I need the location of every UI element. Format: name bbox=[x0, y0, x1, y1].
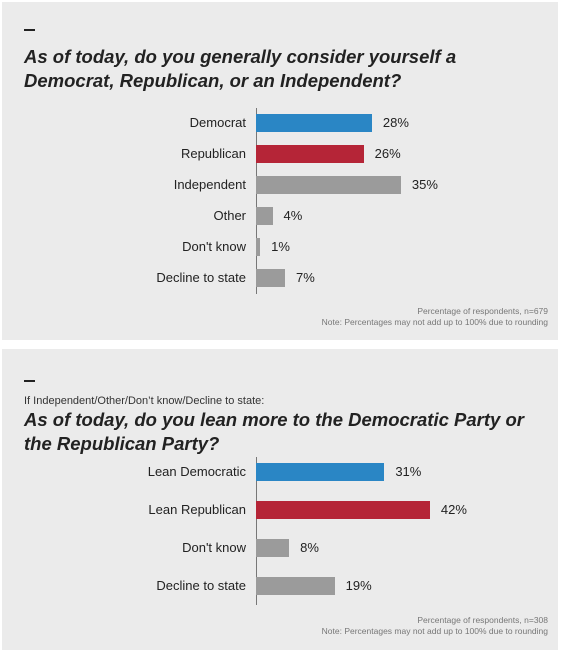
bar-other bbox=[256, 207, 273, 225]
chart-title: As of today, do you lean more to the Dem… bbox=[24, 409, 524, 454]
category-label: Don't know bbox=[182, 540, 246, 555]
chart-subtitle: If Independent/Other/Don’t know/Decline … bbox=[24, 395, 265, 407]
category-label: Don't know bbox=[182, 239, 246, 254]
bar-decline-to-state bbox=[256, 269, 285, 287]
bar-don-t-know bbox=[256, 539, 290, 557]
sample-note: Percentage of respondents, n=308 bbox=[417, 615, 548, 625]
category-label: Lean Republican bbox=[148, 502, 246, 517]
category-label: Independent bbox=[173, 177, 246, 192]
bar-row-don-t-know: Don't know 8% bbox=[2, 537, 558, 559]
category-axis-line bbox=[256, 108, 257, 294]
bar-row-republican: Republican 26% bbox=[2, 143, 558, 165]
value-label: 7% bbox=[295, 270, 315, 285]
bar-democrat bbox=[256, 114, 372, 132]
bar-don-t-know bbox=[256, 238, 261, 256]
title-dash bbox=[24, 380, 35, 382]
value-label: 8% bbox=[300, 540, 319, 555]
sample-note: Percentage of respondents, n=679 bbox=[417, 306, 548, 316]
value-label: 28% bbox=[382, 115, 409, 130]
bar-row-independent: Independent 35% bbox=[2, 174, 558, 196]
bar-decline-to-state bbox=[256, 577, 335, 595]
category-label: Other bbox=[213, 208, 246, 223]
chart-title: As of today, do you generally consider y… bbox=[24, 46, 457, 91]
title-dash bbox=[24, 29, 35, 31]
value-label: 19% bbox=[345, 578, 372, 593]
category-label: Republican bbox=[180, 146, 246, 161]
value-label: 42% bbox=[440, 502, 467, 517]
bar-row-lean-republican: Lean Republican 42% bbox=[2, 499, 558, 521]
category-label: Democrat bbox=[189, 115, 246, 130]
category-label: Decline to state bbox=[156, 578, 246, 593]
bar-republican bbox=[256, 145, 364, 163]
bar-row-decline-to-state: Decline to state 19% bbox=[2, 575, 558, 597]
rounding-note: Note: Percentages may not add up to 100%… bbox=[321, 626, 548, 636]
rounding-note: Note: Percentages may not add up to 100%… bbox=[321, 317, 548, 327]
bar-row-other: Other 4% bbox=[2, 205, 558, 227]
value-label: 26% bbox=[374, 146, 401, 161]
bar-lean-republican bbox=[256, 501, 430, 519]
value-label: 4% bbox=[283, 208, 303, 223]
bar-row-don-t-know: Don't know 1% bbox=[2, 236, 558, 258]
category-label: Lean Democratic bbox=[147, 464, 246, 479]
category-label: Decline to state bbox=[156, 270, 246, 285]
bar-row-decline-to-state: Decline to state 7% bbox=[2, 267, 558, 289]
bar-row-lean-democratic: Lean Democratic 31% bbox=[2, 461, 558, 483]
value-label: 1% bbox=[271, 239, 290, 254]
chart-panel-party-lean: If Independent/Other/Don’t know/Decline … bbox=[2, 349, 558, 650]
bar-row-democrat: Democrat 28% bbox=[2, 112, 558, 134]
chart-panel-party-identification: As of today, do you generally consider y… bbox=[2, 2, 558, 340]
value-label: 35% bbox=[411, 177, 438, 192]
bar-lean-democratic bbox=[256, 463, 385, 481]
bar-independent bbox=[256, 176, 401, 194]
value-label: 31% bbox=[395, 464, 422, 479]
category-axis-line bbox=[256, 457, 257, 605]
